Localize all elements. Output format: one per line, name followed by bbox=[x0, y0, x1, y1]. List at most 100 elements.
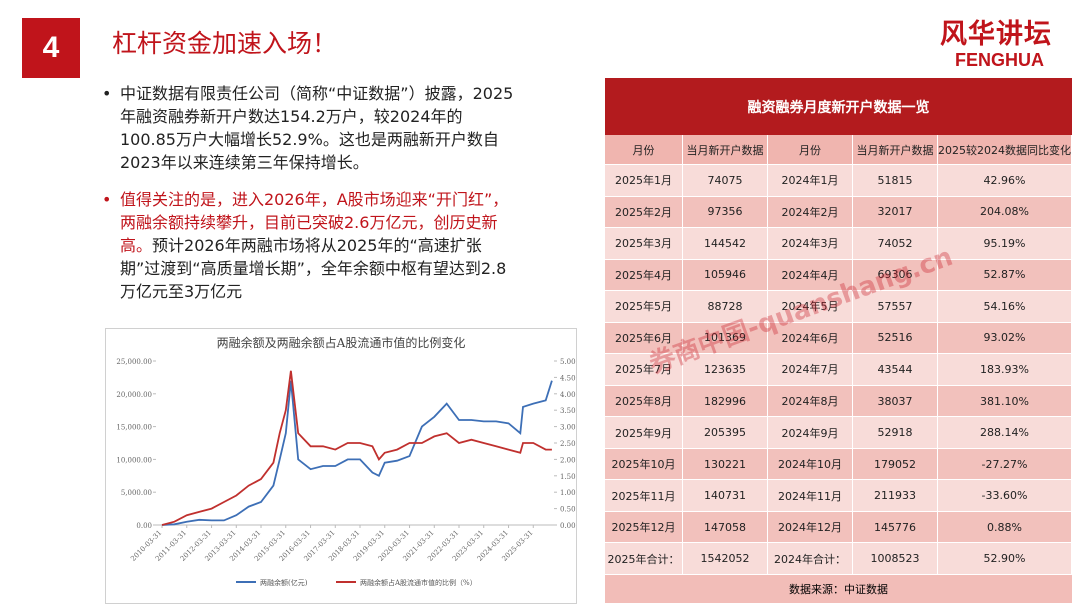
y2-tick-label: 0.00 bbox=[560, 522, 576, 530]
table-cell: 381.10% bbox=[938, 385, 1072, 418]
table-cell: 95.19% bbox=[938, 228, 1072, 260]
table-cell: 32017 bbox=[853, 196, 938, 229]
table-cell: 2025年8月 bbox=[605, 385, 683, 418]
table-cell: 2025年合计： bbox=[605, 543, 683, 575]
y-tick-label: 15,000.00 bbox=[116, 424, 152, 432]
table-cell: 145776 bbox=[853, 511, 938, 544]
table-cell: 205395 bbox=[683, 417, 768, 449]
logo-en: FENGHUA bbox=[955, 50, 1044, 70]
y2-tick-label: 3.50 bbox=[560, 407, 576, 415]
chart: 两融余额及两融余额占A股流通市值的比例变化 0.00 5,000.00 10,000.… bbox=[116, 335, 576, 587]
table-cell: 42.96% bbox=[938, 165, 1072, 197]
table-cell: 2024年7月 bbox=[768, 354, 853, 386]
table-cell: 69306 bbox=[853, 259, 938, 292]
y2-tick-label: 1.50 bbox=[560, 473, 576, 481]
table-cell: 57557 bbox=[853, 291, 938, 323]
table-cell: 2024年4月 bbox=[768, 259, 853, 292]
table-cell: 1008523 bbox=[853, 543, 938, 575]
table-title: 融资融券月度新开户数据一览 bbox=[605, 78, 1072, 135]
y2-tick-label: 2.50 bbox=[560, 440, 576, 448]
table-cell: 74052 bbox=[853, 228, 938, 260]
y2-tick-label: 4.50 bbox=[560, 374, 576, 382]
table-cell: 204.08% bbox=[938, 196, 1072, 229]
table-cell: 52.87% bbox=[938, 259, 1072, 292]
table-cell: 211933 bbox=[853, 480, 938, 512]
line-series bbox=[161, 380, 553, 526]
table: 融资融券月度新开户数据一览 数据来源：中证数据 月份 当月新开户数据 月份 当月新开户… bbox=[605, 78, 1072, 603]
table-cell: 2024年合计： bbox=[768, 543, 853, 575]
table-cell: 130221 bbox=[683, 448, 768, 481]
table-cell: 147058 bbox=[683, 511, 768, 544]
table-cell: 2024年5月 bbox=[768, 291, 853, 323]
table-cell: 123635 bbox=[683, 354, 768, 386]
slide-title: 杠杆资金加速入场！ bbox=[112, 29, 338, 58]
logo: 风华讲坛 bbox=[940, 19, 1052, 50]
table-cell: 2024年2月 bbox=[768, 196, 853, 229]
table-cell: 54.16% bbox=[938, 291, 1072, 323]
table-cell: -27.27% bbox=[938, 448, 1072, 481]
table-source: 数据来源：中证数据 bbox=[605, 575, 1072, 603]
y-tick-label: 10,000.00 bbox=[116, 456, 152, 464]
table-cell: 74075 bbox=[683, 165, 768, 197]
y2-tick-label: 4.00 bbox=[560, 391, 576, 399]
bullet-text: 值得关注的是，进入2026年，A股市场迎来“开门红”，两融余额持续攀升，目前已突… bbox=[120, 190, 509, 255]
table-cell: 2024年1月 bbox=[768, 165, 853, 197]
table-cell: 2025年10月 bbox=[605, 448, 683, 481]
bullet: 中证数据有限责任公司（简称“中证数据”）披露，2025年融资融券新开户数达154… bbox=[102, 82, 515, 174]
table-cell: 140731 bbox=[683, 480, 768, 512]
table-cell: 182996 bbox=[683, 385, 768, 418]
table-cell: 2024年11月 bbox=[768, 480, 853, 512]
y2-tick-label: 2.00 bbox=[560, 456, 576, 464]
table-cell: 88728 bbox=[683, 291, 768, 323]
bullet: 值得关注的是，进入2026年，A股市场迎来“开门红”，两融余额持续攀升，目前已突… bbox=[102, 188, 515, 303]
table-cell: 2025年3月 bbox=[605, 228, 683, 260]
chart-title: 两融余额及两融余额占A股流通市值的比例变化 bbox=[217, 335, 466, 350]
table-cell: 38037 bbox=[853, 385, 938, 418]
chart-box: 两融余额及两融余额占A股流通市值的比例变化 0.00 5,000.00 10,000.… bbox=[105, 328, 577, 604]
table-cell: 2025年1月 bbox=[605, 165, 683, 197]
table-cell: 2025年6月 bbox=[605, 322, 683, 355]
table-cell: 1542052 bbox=[683, 543, 768, 575]
table-cell: 2024年10月 bbox=[768, 448, 853, 481]
table-cell: 52516 bbox=[853, 322, 938, 355]
table-cell: 2025年9月 bbox=[605, 417, 683, 449]
y-tick-label: 20,000.00 bbox=[116, 391, 152, 399]
header-cell: 当月新开户数据 bbox=[683, 135, 768, 165]
table-cell: 2025年11月 bbox=[605, 480, 683, 512]
table-cell: 2024年6月 bbox=[768, 322, 853, 355]
y2-tick-label: 1.00 bbox=[560, 489, 576, 497]
header-cell: 2025较2024数据同比变化 bbox=[938, 135, 1072, 165]
table-cell: 52.90% bbox=[938, 543, 1072, 575]
header-cell: 当月新开户数据 bbox=[853, 135, 938, 165]
table-cell: 288.14% bbox=[938, 417, 1072, 449]
table-cell: 43544 bbox=[853, 354, 938, 386]
header-cell: 月份 bbox=[605, 135, 683, 165]
table-cell: 52918 bbox=[853, 417, 938, 449]
table-cell: 105946 bbox=[683, 259, 768, 292]
section-number: 4 bbox=[22, 18, 80, 78]
bullet-text: 预计2026年两融市场将从2025年的“高速扩张期”过渡到“高质量增长期”，全年… bbox=[120, 236, 507, 301]
table-cell: 0.88% bbox=[938, 511, 1072, 544]
table-cell: 51815 bbox=[853, 165, 938, 197]
table-cell: 2024年12月 bbox=[768, 511, 853, 544]
table-cell: 144542 bbox=[683, 228, 768, 260]
legend-label: 两融余额(亿元) bbox=[260, 578, 308, 587]
table-cell: 93.02% bbox=[938, 322, 1072, 355]
table-cell: 2025年12月 bbox=[605, 511, 683, 544]
table-cell: 2024年3月 bbox=[768, 228, 853, 260]
header-cell: 月份 bbox=[768, 135, 853, 165]
y-tick-label: 0.00 bbox=[136, 522, 152, 530]
line-series bbox=[161, 370, 552, 526]
table-cell: 183.93% bbox=[938, 354, 1072, 386]
table-cell: 2025年4月 bbox=[605, 259, 683, 292]
table-cell: -33.60% bbox=[938, 480, 1072, 512]
table-cell: 2025年5月 bbox=[605, 291, 683, 323]
y2-tick-label: 5.00 bbox=[560, 358, 576, 366]
y-tick-label: 25,000.00 bbox=[116, 358, 152, 366]
y2-tick-label: 0.50 bbox=[560, 506, 576, 514]
table-cell: 2025年7月 bbox=[605, 354, 683, 386]
table-cell: 2024年9月 bbox=[768, 417, 853, 449]
table-cell: 2024年8月 bbox=[768, 385, 853, 418]
legend-label: 两融余额占A股流通市值的比例（%） bbox=[360, 578, 477, 587]
